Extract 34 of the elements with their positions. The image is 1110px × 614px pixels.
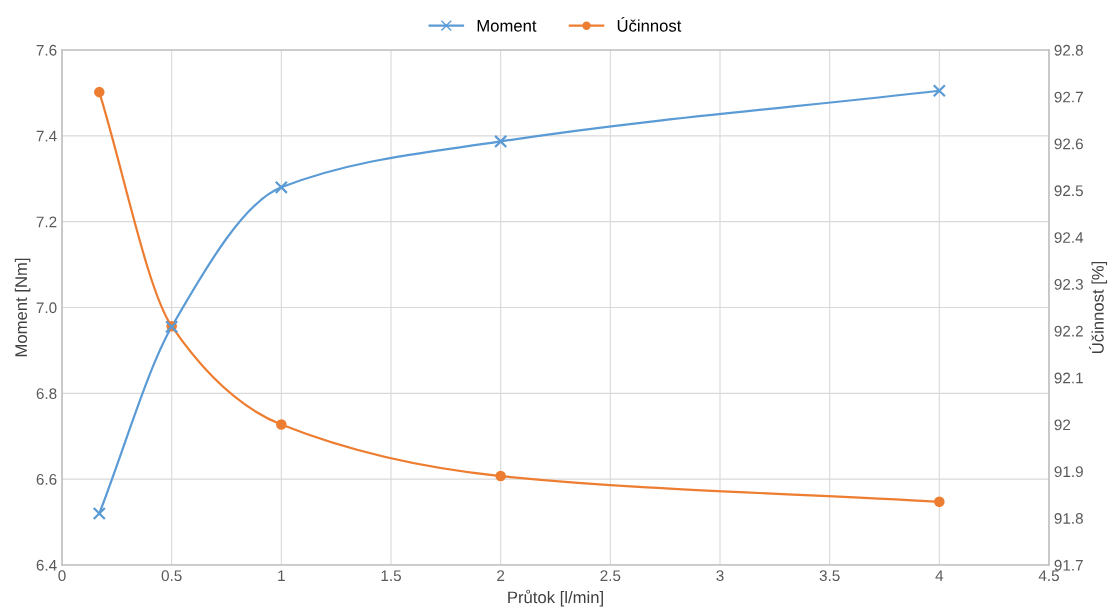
x-tick-label: 3.5 xyxy=(819,570,840,582)
y2-tick-label: 92.6 xyxy=(1054,138,1083,150)
y-tick-label: 6.8 xyxy=(36,388,57,400)
y2-tick-label: 92 xyxy=(1054,419,1071,431)
x-tick-label: 2 xyxy=(497,570,505,581)
y-tick-label: 7.6 xyxy=(36,44,57,56)
x-tick-label: 1 xyxy=(278,570,285,581)
y-axis-title: Moment [Nm] xyxy=(14,258,31,357)
y2-tick-label: 91.9 xyxy=(1054,466,1083,478)
y2-tick-label: 92.3 xyxy=(1054,278,1083,290)
legend-label: Účinnost xyxy=(617,17,682,32)
x-tick-label: 4.5 xyxy=(1038,570,1059,582)
legend-label: Moment xyxy=(477,20,537,32)
x-tick-label: 2.5 xyxy=(600,570,621,582)
y2-tick-label: 92.7 xyxy=(1054,91,1083,103)
y2-tick-label: 92.1 xyxy=(1054,372,1083,384)
x-tick-label: 0.5 xyxy=(161,570,182,582)
y-tick-label: 6.6 xyxy=(36,474,57,485)
x-axis-title: Průtok [l/min] xyxy=(508,589,603,607)
y-tick-label: 7.4 xyxy=(36,130,57,142)
y2-tick-label: 91.8 xyxy=(1054,513,1083,524)
y-tick-label: 6.4 xyxy=(36,559,57,571)
y2-tick-label: 92.5 xyxy=(1054,185,1083,197)
y2-tick-label: 92.8 xyxy=(1054,44,1083,56)
y2-tick-label: 92.4 xyxy=(1054,232,1084,243)
x-tick-label: 1.5 xyxy=(381,570,401,582)
y2-tick-label: 92.2 xyxy=(1054,325,1083,337)
x-tick-label: 4 xyxy=(935,570,944,581)
x-tick-label: 3 xyxy=(716,570,724,582)
y-tick-label: 7.0 xyxy=(36,302,57,314)
y-tick-label: 7.2 xyxy=(36,216,57,228)
x-tick-label: 0 xyxy=(58,570,66,582)
y2-axis-title: Účinnost [%] xyxy=(1089,261,1108,353)
y2-tick-label: 91.7 xyxy=(1054,559,1083,571)
